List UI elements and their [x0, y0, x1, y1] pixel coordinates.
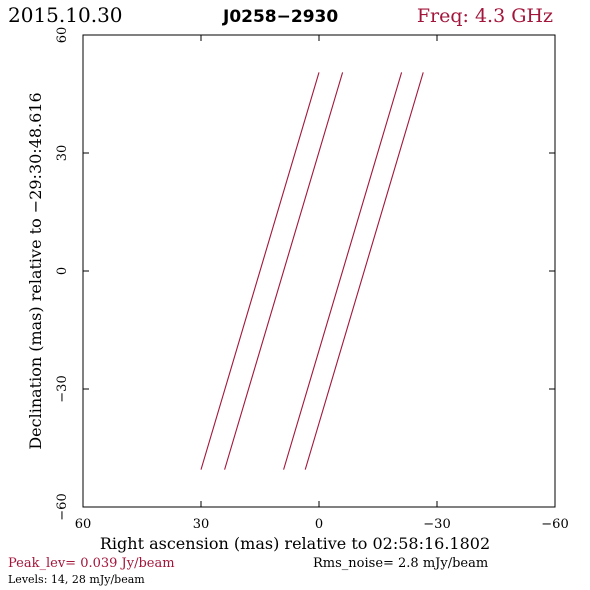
- plot-frame: [82, 34, 556, 508]
- contour-line: [283, 72, 403, 470]
- x-ticks: [82, 35, 556, 507]
- x-tick-label: 0: [315, 517, 323, 532]
- contour-lines: [200, 72, 424, 470]
- y-tick-label: 30: [55, 145, 70, 162]
- y-axis-label: Declination (mas) relative to −29:30:48.…: [26, 92, 45, 449]
- y-tick-label: 0: [55, 267, 70, 275]
- x-tick-label: 60: [75, 517, 92, 532]
- peak-level: Peak_lev= 0.039 Jy/beam: [8, 556, 175, 571]
- source-name: J0258−2930: [222, 7, 338, 27]
- contour-levels: Levels: 14, 28 mJy/beam: [8, 573, 145, 586]
- x-tick-label: −60: [541, 517, 568, 532]
- x-axis-label: Right ascension (mas) relative to 02:58:…: [100, 534, 490, 553]
- contour-line: [200, 72, 320, 470]
- x-tick-label: 30: [193, 517, 210, 532]
- date-label: 2015.10.30: [8, 3, 123, 27]
- y-tick-label: −30: [55, 375, 70, 402]
- y-tick-labels: −60 −30 0 30 60: [55, 27, 70, 521]
- rms-noise: Rms_noise= 2.8 mJy/beam: [313, 556, 488, 571]
- contour-line: [304, 72, 424, 470]
- y-tick-label: 60: [55, 27, 70, 44]
- x-tick-labels: 60 30 0 −30 −60: [75, 517, 569, 532]
- y-tick-label: −60: [55, 493, 70, 520]
- x-tick-label: −30: [423, 517, 450, 532]
- y-ticks: [83, 34, 555, 508]
- frequency-label: Freq: 4.3 GHz: [417, 5, 553, 27]
- contour-line: [224, 72, 344, 470]
